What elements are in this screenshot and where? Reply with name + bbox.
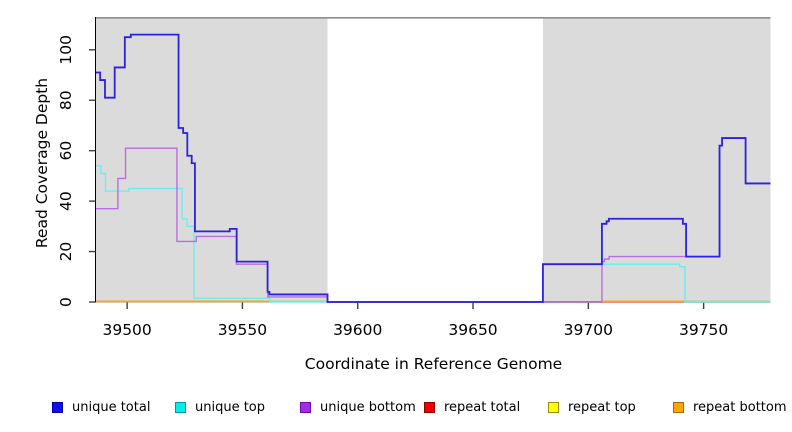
legend-label: unique total xyxy=(72,399,151,415)
legend-swatch-repeat-top xyxy=(548,401,559,413)
series-unique-total xyxy=(96,33,771,303)
legend-item-unique-top: unique top xyxy=(175,398,265,416)
legend-swatch-unique-bottom xyxy=(300,401,311,413)
legend-label: unique bottom xyxy=(320,399,416,415)
legend: unique total unique top unique bottom repea… xyxy=(0,398,792,420)
legend-swatch-unique-top xyxy=(175,401,186,413)
legend-swatch-unique-total xyxy=(52,401,63,413)
y-tick-label: 40 xyxy=(57,191,75,211)
legend-label: repeat total xyxy=(444,399,521,415)
x-tick-label: 39500 xyxy=(102,321,151,339)
legend-item-repeat-total: repeat total xyxy=(424,398,520,416)
legend-swatch-repeat-bottom xyxy=(673,401,684,413)
y-tick-label: 60 xyxy=(57,141,75,161)
legend-label: repeat bottom xyxy=(693,399,787,415)
x-tick-label: 39550 xyxy=(218,321,267,339)
legend-label: unique top xyxy=(195,399,266,415)
y-axis-title: Read Coverage Depth xyxy=(33,77,51,249)
shaded-region xyxy=(96,18,328,302)
legend-swatch-repeat-total xyxy=(424,401,435,413)
shaded-region xyxy=(542,18,771,302)
legend-label: repeat top xyxy=(568,399,636,415)
legend-item-repeat-bottom: repeat bottom xyxy=(673,398,787,416)
x-tick-label: 39750 xyxy=(679,321,728,339)
x-tick-label: 39650 xyxy=(448,321,497,339)
legend-item-unique-bottom: unique bottom xyxy=(300,398,416,416)
legend-item-unique-total: unique total xyxy=(52,398,150,416)
series-unique-top xyxy=(96,165,771,303)
x-axis-title: Coordinate in Reference Genome xyxy=(304,355,563,373)
y-tick-label: 0 xyxy=(57,297,75,307)
y-tick-label: 100 xyxy=(57,35,75,65)
x-tick-label: 39600 xyxy=(333,321,382,339)
y-tick-label: 20 xyxy=(57,242,75,262)
legend-item-repeat-top: repeat top xyxy=(548,398,636,416)
y-tick-label: 80 xyxy=(57,90,75,110)
x-tick-label: 39700 xyxy=(564,321,613,339)
